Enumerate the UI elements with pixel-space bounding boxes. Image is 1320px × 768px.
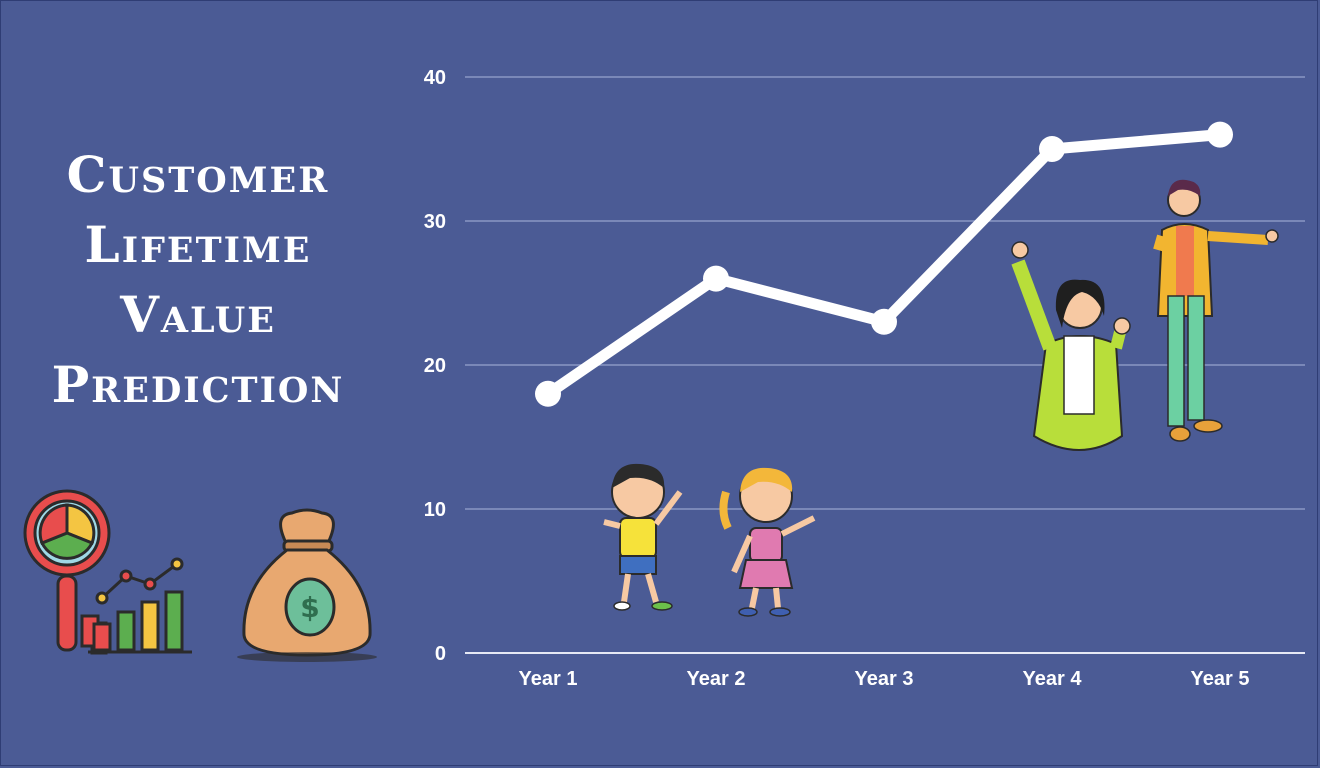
x-tick-label: Year 3 [855, 668, 914, 690]
y-tick-label: 10 [424, 499, 446, 521]
boy-figure [603, 463, 683, 611]
data-point [871, 308, 897, 335]
title-line-1: Customer [66, 145, 330, 204]
man-figure [1153, 179, 1279, 442]
data-point [703, 265, 729, 292]
money-bag-icon: $ [237, 508, 377, 662]
y-axis-ticks: 0 10 20 30 40 [424, 67, 446, 665]
series-line [542, 129, 1226, 400]
x-tick-label: Year 4 [1023, 668, 1083, 690]
data-point [1039, 136, 1065, 162]
x-tick-label: Year 2 [687, 668, 746, 690]
svg-text:$: $ [300, 591, 319, 624]
y-tick-label: 30 [424, 211, 446, 233]
series-points-layer [535, 121, 1233, 407]
data-point [1207, 121, 1233, 148]
page-title: Customer Lifetime Value Prediction [18, 140, 378, 420]
data-point [535, 380, 561, 407]
y-tick-label: 40 [424, 67, 446, 89]
title-line-3: Value [120, 285, 276, 344]
x-tick-label: Year 1 [519, 668, 578, 690]
grid-lines [465, 76, 1305, 654]
series-line-layer [542, 129, 1226, 400]
y-tick-label: 0 [435, 643, 446, 665]
woman-figure [1011, 241, 1131, 451]
title-line-4: Prediction [51, 355, 345, 414]
x-axis-ticks: Year 1 Year 2 Year 3 Year 4 Year 5 [519, 668, 1250, 690]
x-tick-label: Year 5 [1191, 668, 1250, 690]
y-tick-label: 20 [424, 355, 446, 377]
analytics-magnifier-icon [23, 489, 192, 655]
girl-figure [719, 467, 816, 617]
title-line-2: Lifetime [84, 215, 312, 274]
